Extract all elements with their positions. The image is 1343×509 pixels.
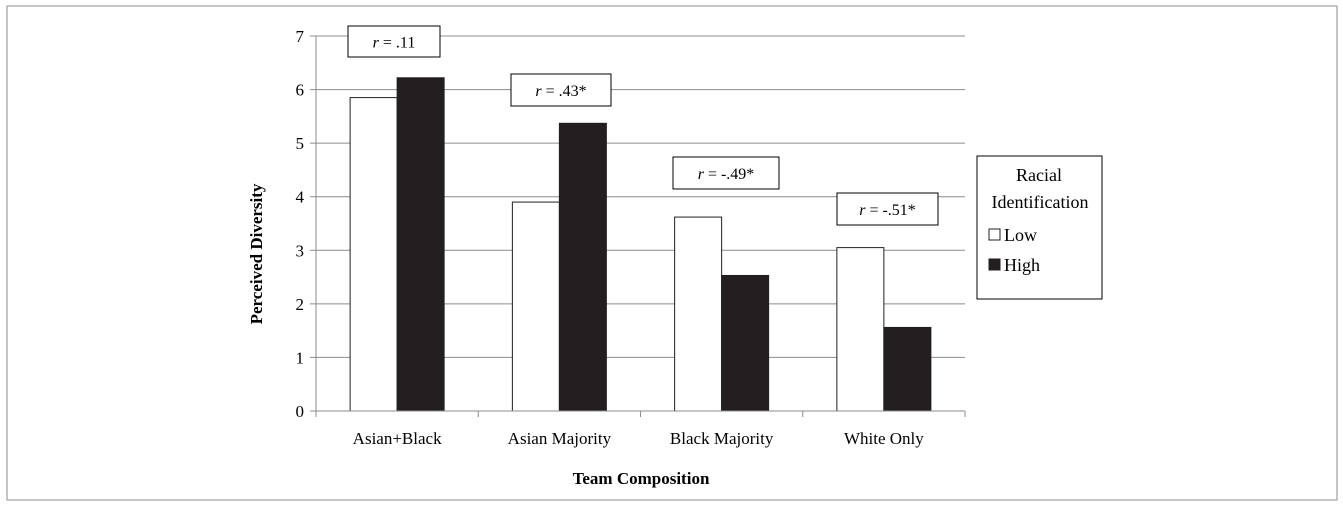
legend-label-high: High [1004, 255, 1040, 275]
y-tick-label: 0 [296, 402, 305, 421]
x-axis-title: Team Composition [573, 469, 710, 488]
legend-swatch-high [988, 258, 1001, 271]
bar-high [883, 326, 932, 412]
annotation-text: r = .11 [373, 35, 416, 52]
annotation-value: = .11 [379, 35, 415, 52]
annotation-r-symbol: r [373, 35, 380, 52]
bar-low [836, 247, 885, 412]
legend-title-line2: Identification [992, 192, 1089, 212]
annotation-box [510, 73, 612, 107]
annotation-text: r = -.51* [859, 202, 916, 219]
bars [349, 77, 932, 412]
bar-low [511, 201, 560, 412]
x-category-label: Black Majority [670, 429, 774, 448]
annotation-box [672, 156, 780, 190]
x-category-label: Asian Majority [508, 429, 612, 448]
annotation-value: = .43* [542, 83, 587, 100]
annotation-text: r = -.49* [698, 166, 755, 183]
legend-swatch-low [988, 228, 1001, 241]
annotation-value: = -.49* [704, 166, 754, 183]
x-category-label: Asian+Black [353, 429, 442, 448]
y-tick-label: 4 [296, 188, 305, 207]
legend-label-low: Low [1004, 225, 1037, 245]
legend-title-line1: Racial [1016, 165, 1062, 185]
y-tick-label: 2 [296, 295, 305, 314]
y-axis-title: Perceived Diversity [247, 183, 266, 324]
legend: Racial Identification Low High [976, 155, 1103, 300]
bar-low [674, 216, 723, 412]
annotation-r-symbol: r [535, 83, 542, 100]
x-category-label: White Only [844, 429, 924, 448]
bar-high [721, 274, 770, 412]
bar-low [349, 97, 398, 412]
annotations: r = .11r = .43*r = -.49*r = -.51* [347, 25, 939, 226]
bar-high [558, 122, 607, 412]
y-tick-label: 3 [296, 241, 305, 260]
correlation-annotation: r = -.51* [836, 192, 939, 226]
correlation-annotation: r = .11 [347, 25, 441, 58]
correlation-annotation: r = -.49* [672, 156, 780, 190]
annotation-text: r = .43* [535, 83, 586, 100]
legend-box [976, 155, 1103, 300]
bar-high [396, 77, 445, 412]
annotation-box [836, 192, 939, 226]
y-tick-label: 7 [296, 27, 305, 46]
y-tick-label: 1 [296, 348, 305, 367]
annotation-r-symbol: r [859, 202, 866, 219]
annotation-box [347, 25, 441, 58]
annotation-value: = -.51* [865, 202, 915, 219]
correlation-annotation: r = .43* [510, 73, 612, 107]
annotation-r-symbol: r [698, 166, 705, 183]
y-tick-label: 5 [296, 134, 305, 153]
y-tick-label: 6 [296, 81, 305, 100]
axes: 0 1 2 3 4 5 6 7 Asian+Black Asian Majority Black M… [296, 27, 966, 448]
chart-border [6, 5, 1338, 501]
